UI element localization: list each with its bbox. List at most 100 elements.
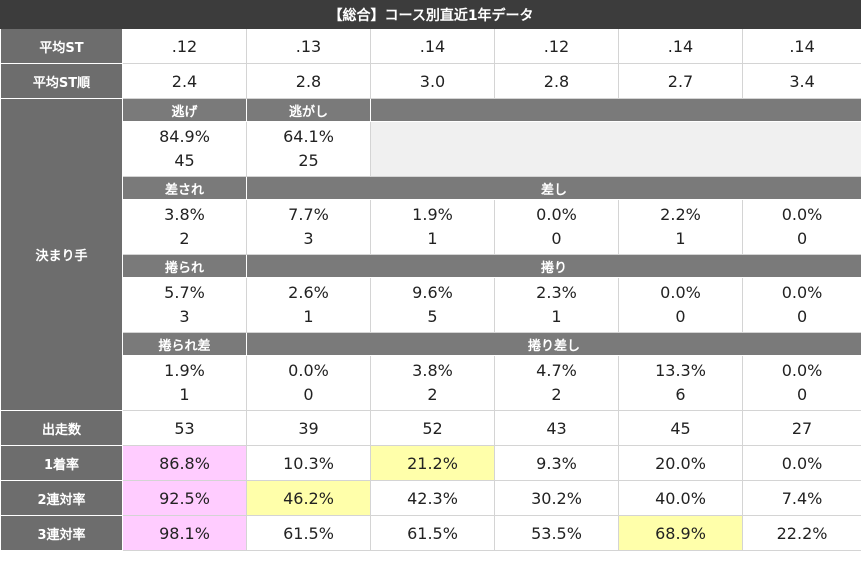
cell: 1.9% 1	[370, 199, 495, 255]
count: 45	[174, 151, 195, 170]
cell: 84.9% 45	[122, 121, 247, 177]
row-label: 1着率	[0, 445, 123, 481]
cell: 92.5%	[122, 480, 247, 516]
cell: 2.4	[122, 63, 247, 99]
cell: 0.0% 0	[494, 199, 619, 255]
cell: .12	[122, 28, 247, 64]
count: 6	[675, 385, 686, 404]
count: 25	[298, 151, 319, 170]
row: 出走数 53 39 52 43 45 27	[0, 410, 861, 446]
cell: 2.3% 1	[494, 277, 619, 333]
cell: 53.5%	[494, 515, 619, 551]
cell: .14	[618, 28, 743, 64]
rate: 2.3%	[536, 283, 577, 302]
cell: 46.2%	[246, 480, 371, 516]
rate: 5.7%	[164, 283, 205, 302]
count: 2	[551, 385, 562, 404]
cell: 10.3%	[246, 445, 371, 481]
rate: 2.2%	[660, 205, 701, 224]
cell: 64.1% 25	[246, 121, 371, 177]
cell: 9.6% 5	[370, 277, 495, 333]
cell: 2.8	[494, 63, 619, 99]
cell: 42.3%	[370, 480, 495, 516]
cell: 7.7% 3	[246, 199, 371, 255]
cell: 0.0% 0	[246, 355, 371, 411]
rate: 3.8%	[412, 361, 453, 380]
title-row: 【総合】コース別直近1年データ	[0, 0, 861, 29]
row-label: 決まり手	[0, 98, 123, 411]
count: 0	[675, 307, 686, 326]
rate: 0.0%	[781, 361, 823, 380]
sub-header: 捲られ	[122, 254, 247, 278]
cell: 52	[370, 410, 495, 446]
data-row: 5.7% 3 2.6% 1 9.6% 5 2.3% 1 0.0% 0 0.0% 0	[1, 277, 861, 333]
sub-header: 捲り差し	[245, 332, 861, 356]
sub-header-row: 差され 差し	[1, 176, 861, 200]
cell: 2.6% 1	[246, 277, 371, 333]
sub-header-row: 捲られ 捲り	[1, 254, 861, 278]
sub-header: 差し	[245, 176, 861, 200]
rate: 9.6%	[412, 283, 453, 302]
data-row: 3.8% 2 7.7% 3 1.9% 1 0.0% 0 2.2% 1 0.0% 0	[1, 199, 861, 255]
count: 0	[303, 385, 314, 404]
cell: 13.3% 6	[618, 355, 743, 411]
cell: 61.5%	[246, 515, 371, 551]
count: 0	[796, 307, 808, 326]
cell: 3.8% 2	[122, 199, 247, 255]
rate: 0.0%	[536, 205, 577, 224]
cell: 2.8	[246, 63, 371, 99]
rate: 2.6%	[288, 283, 329, 302]
row: 平均ST順 2.4 2.8 3.0 2.8 2.7 3.4	[0, 63, 861, 99]
rate: 0.0%	[781, 283, 823, 302]
row-label: 平均ST	[0, 28, 123, 64]
sub-header-row: 捲られ差 捲り差し	[1, 332, 861, 356]
count: 1	[427, 229, 438, 248]
cell: 2.2% 1	[618, 199, 743, 255]
row-label: 出走数	[0, 410, 123, 446]
cell: .12	[494, 28, 619, 64]
rate: 0.0%	[660, 283, 701, 302]
count: 5	[427, 307, 438, 326]
rate: 4.7%	[536, 361, 577, 380]
count: 2	[427, 385, 438, 404]
row: 2連対率 92.5% 46.2% 42.3% 30.2% 40.0% 7.4%	[0, 480, 861, 516]
cell: .14	[741, 28, 861, 64]
count: 0	[796, 229, 808, 248]
rate: 1.9%	[164, 361, 205, 380]
cell: 3.4	[741, 63, 861, 99]
cell: 30.2%	[494, 480, 619, 516]
sub-header: 逃がし	[246, 98, 371, 122]
data-row: 84.9% 45 64.1% 25	[1, 121, 861, 177]
cell: 0.0%	[741, 445, 861, 481]
cell: 5.7% 3	[122, 277, 247, 333]
sub-header: 捲られ差	[122, 332, 247, 356]
cell: 61.5%	[370, 515, 495, 551]
rate: 3.8%	[164, 205, 205, 224]
cell: 53	[122, 410, 247, 446]
cell: 3.0	[370, 63, 495, 99]
cell: 1.9% 1	[122, 355, 247, 411]
sub-header: 差され	[122, 176, 247, 200]
cell: 68.9%	[618, 515, 743, 551]
sub-header-filler	[369, 98, 861, 122]
cell: .13	[246, 28, 371, 64]
cell: 86.8%	[122, 445, 247, 481]
sub-header: 捲り	[245, 254, 861, 278]
cell: 43	[494, 410, 619, 446]
row: 平均ST .12.13.14.12.14.14	[0, 28, 861, 64]
cell: 0.0% 0	[741, 199, 861, 255]
rate: 84.9%	[159, 127, 210, 146]
cell: 0.0% 0	[741, 277, 861, 333]
table-title: 【総合】コース別直近1年データ	[0, 0, 861, 29]
cell: 9.3%	[494, 445, 619, 481]
cell: 98.1%	[122, 515, 247, 551]
cell: 7.4%	[741, 480, 861, 516]
count: 3	[179, 307, 190, 326]
cell: 0.0% 0	[741, 355, 861, 411]
rate: 1.9%	[412, 205, 453, 224]
rate: 13.3%	[655, 361, 706, 380]
count: 0	[551, 229, 562, 248]
count: 1	[675, 229, 686, 248]
